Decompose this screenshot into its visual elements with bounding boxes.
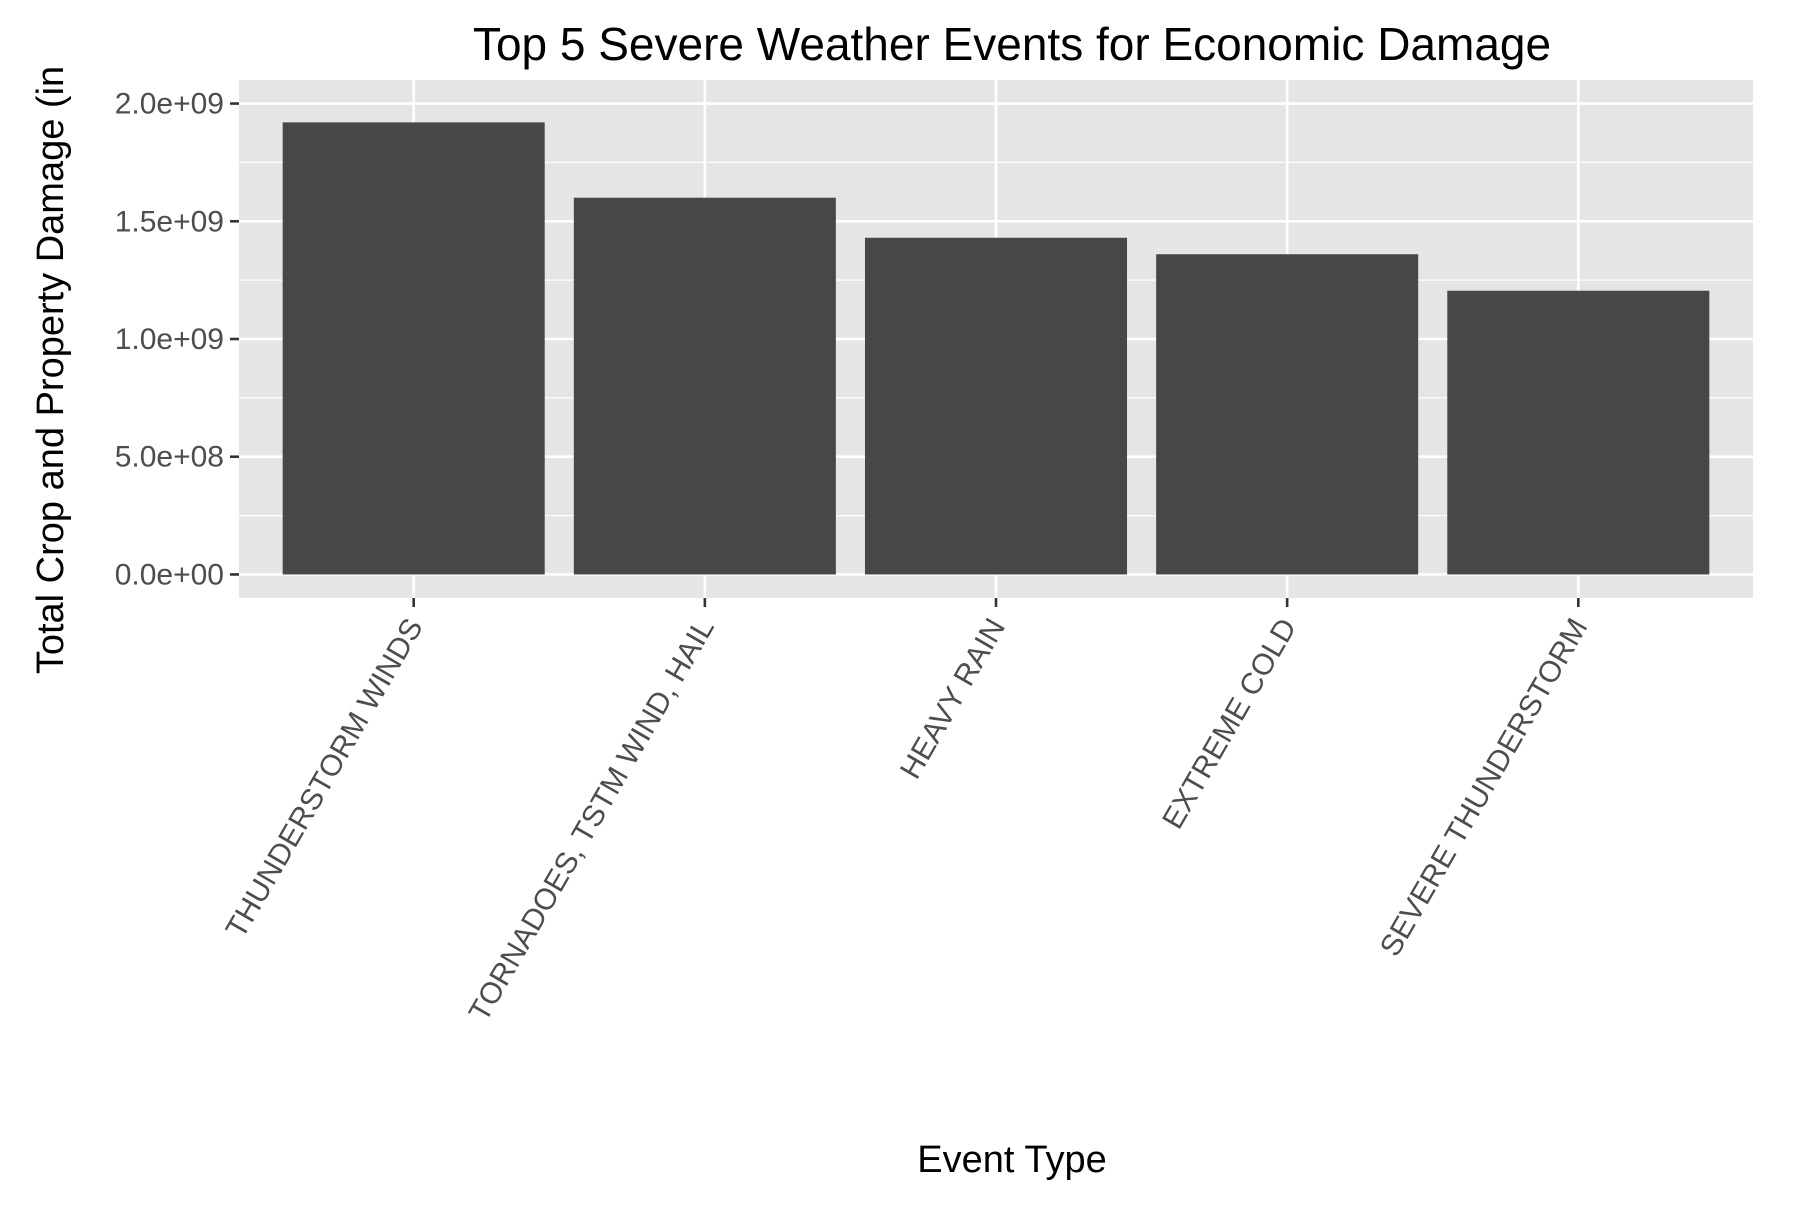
y-axis-title: Total Crop and Property Damage (in (30, 66, 72, 674)
chart-title: Top 5 Severe Weather Events for Economic… (473, 18, 1551, 70)
x-tick-label: HEAVY RAIN (894, 613, 1012, 784)
bar (282, 122, 545, 575)
y-tick-label: 1.5e+09 (115, 205, 224, 238)
x-tick-label: THUNDERSTORM WINDS (220, 613, 430, 944)
y-tick-label: 0.0e+00 (115, 558, 224, 591)
y-tick-label: 5.0e+08 (115, 441, 224, 474)
bar (1447, 290, 1710, 575)
y-tick-label: 1.0e+09 (115, 323, 224, 356)
bar (864, 237, 1128, 575)
bar-layer (282, 122, 1710, 575)
bar (1156, 254, 1419, 575)
bar (573, 197, 836, 575)
x-tick-label: TORNADOES, TSTM WIND, HAIL (463, 613, 721, 1027)
x-axis: THUNDERSTORM WINDS TORNADOES, TSTM WIND, … (220, 598, 1595, 1027)
x-tick-label: EXTREME COLD (1156, 613, 1303, 835)
x-axis-title: Event Type (917, 1139, 1106, 1181)
y-tick-label: 2.0e+09 (115, 88, 224, 121)
y-axis: 0.0e+00 5.0e+08 1.0e+09 1.5e+09 2.0e+09 (115, 88, 239, 591)
x-tick-label: SEVERE THUNDERSTORM (1374, 613, 1595, 962)
